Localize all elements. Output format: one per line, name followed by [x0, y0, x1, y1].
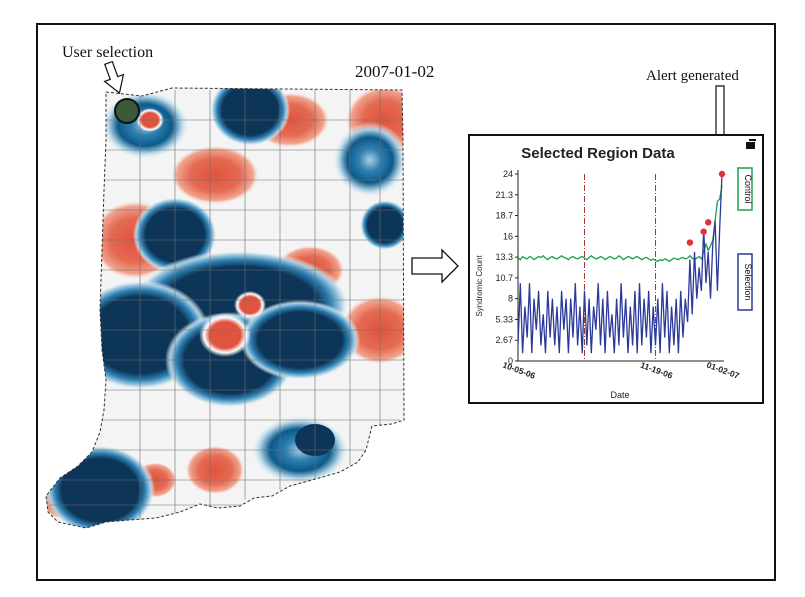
legend-selection: Selection [737, 253, 753, 311]
x-tick-label: 11-19-06 [639, 360, 674, 381]
selected-region-chart: Selected Region Data Syndromic Count Dat… [475, 139, 756, 400]
y-tick-label: 8 [508, 294, 513, 304]
alert-marker [700, 228, 707, 235]
y-tick-label: 13.3 [495, 252, 513, 262]
alert-marker [718, 170, 726, 178]
figure-frame [36, 23, 776, 581]
series-line-control [517, 185, 723, 263]
y-tick-label: 24 [503, 169, 513, 179]
chart-panel: Selected Region Data Syndromic Count Dat… [468, 134, 764, 404]
legend-control-label: Control [743, 174, 753, 203]
alert-marker [705, 219, 712, 226]
y-tick-label: 18.7 [495, 211, 513, 221]
alert-label: Alert generated [646, 68, 739, 84]
y-tick-label: 21.3 [495, 190, 513, 200]
y-tick-label: 16 [503, 231, 513, 241]
legend-control: Control [737, 167, 753, 211]
x-tick-label: 10-05-06 [501, 360, 537, 381]
y-tick-label: 5.33 [495, 314, 513, 324]
y-tick-label: 0 [508, 356, 513, 366]
y-axis-label: Syndromic Count [475, 255, 484, 317]
x-axis-label: Date [610, 390, 629, 400]
y-tick-label: 2.67 [495, 335, 513, 345]
series-line-selection [517, 173, 723, 354]
window-control-icon[interactable] [746, 139, 756, 149]
user-selection-arrow [103, 60, 125, 95]
legend-selection-label: Selection [743, 263, 753, 300]
user-selection-label: User selection [62, 44, 154, 61]
selected-county-marker [114, 98, 140, 124]
alert-marker [686, 239, 694, 246]
map-to-chart-arrow [411, 248, 459, 284]
date-label: 2007-01-02 [355, 62, 435, 81]
x-tick-label: 01-02-07 [705, 360, 741, 381]
y-tick-label: 10.7 [495, 273, 513, 283]
chart-title: Selected Region Data [521, 145, 675, 162]
